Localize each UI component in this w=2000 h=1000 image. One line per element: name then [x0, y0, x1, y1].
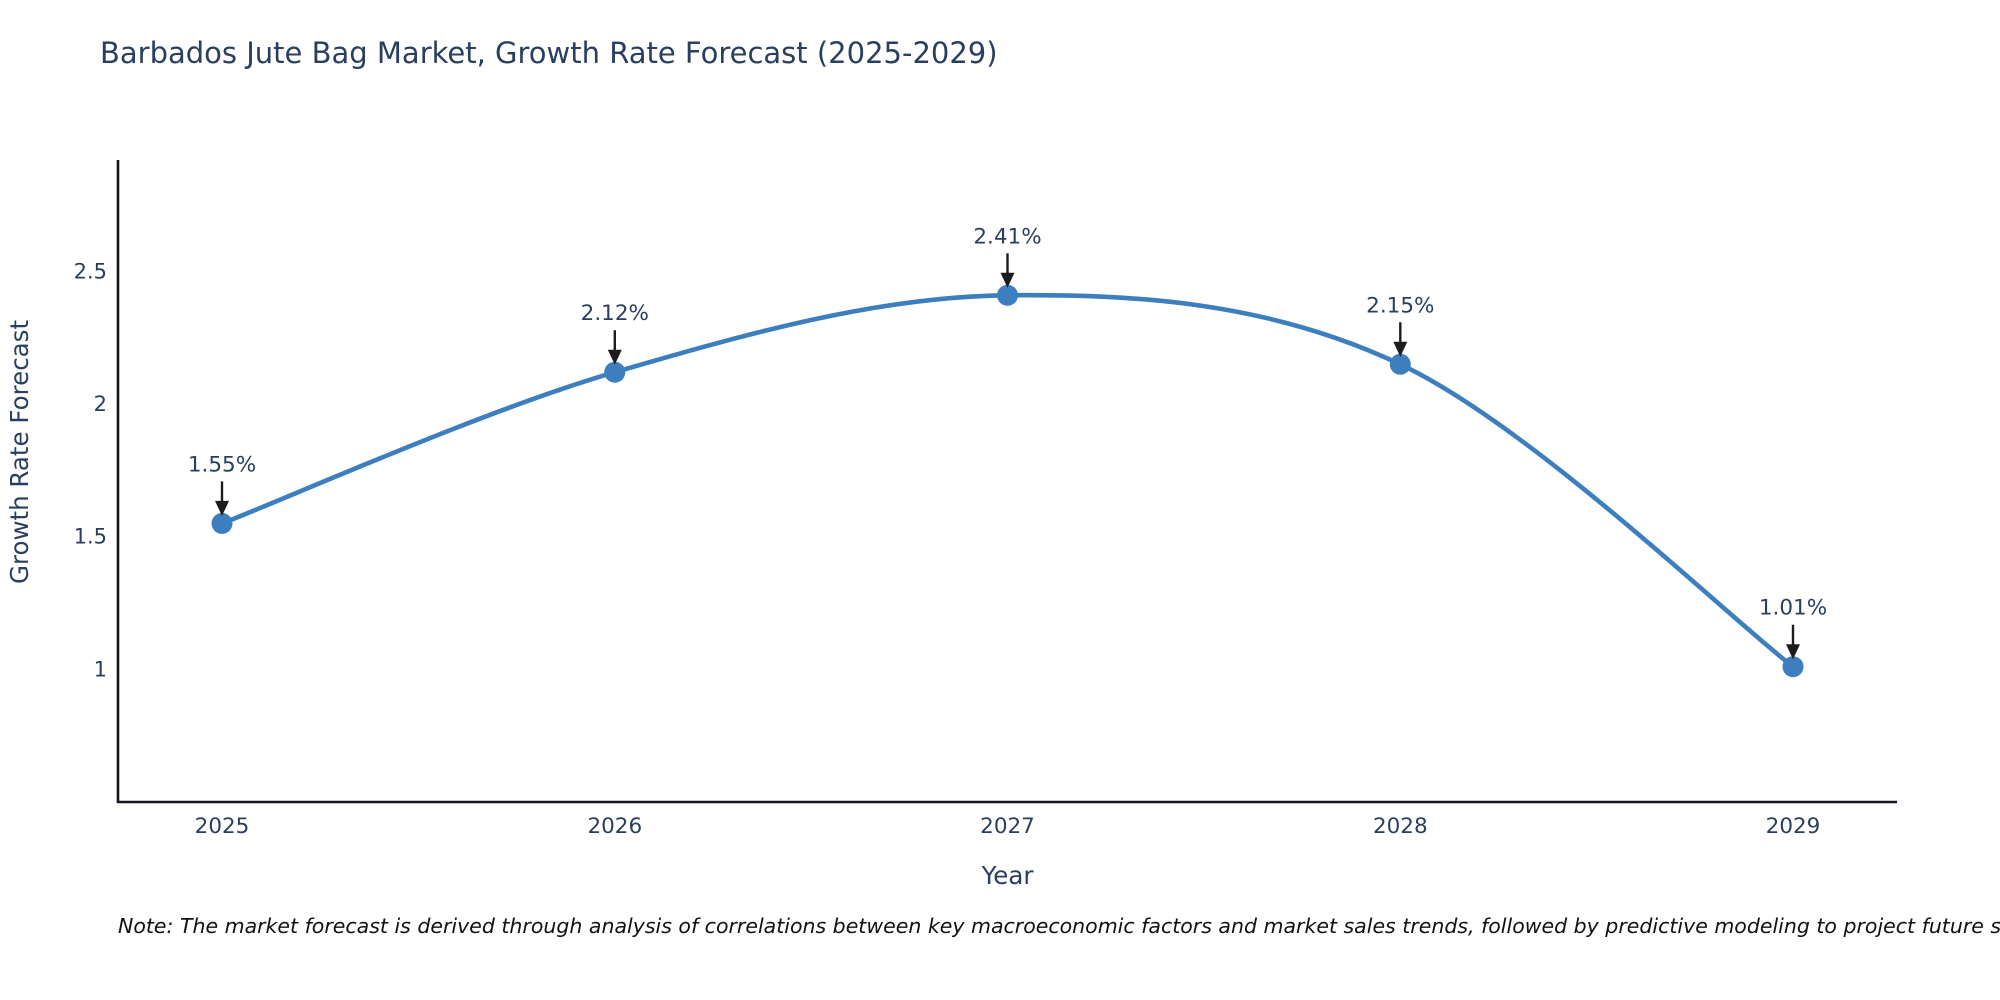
x-tick-label: 2027	[980, 814, 1035, 839]
y-tick-label: 2.5	[74, 259, 107, 283]
annotation-arrow-head	[215, 500, 229, 516]
x-axis-title: Year	[981, 861, 1035, 890]
annotation-arrow-head	[1393, 341, 1408, 357]
footnote: Note: The market forecast is derived thr…	[118, 914, 2000, 938]
annotation-arrow-head	[1786, 644, 1800, 660]
trend-line	[219, 292, 1796, 669]
data-point	[997, 284, 1018, 306]
x-tick-label: 2026	[587, 814, 642, 839]
x-tick-label: 2025	[195, 814, 250, 839]
axis-lines	[116, 160, 1897, 804]
x-tick-label: 2029	[1766, 814, 1821, 839]
data-point	[1389, 353, 1411, 375]
y-tick-label: 1	[94, 657, 107, 681]
y-axis-title: Growth Rate Forecast	[5, 320, 34, 584]
data-point-label: 2.15%	[1366, 293, 1434, 318]
data-point	[211, 512, 233, 534]
x-tick-label: 2028	[1373, 814, 1428, 839]
annotation-arrow-head	[1000, 272, 1015, 288]
data-point-label: 1.01%	[1759, 596, 1827, 621]
data-point	[1782, 656, 1804, 678]
data-point-label: 2.41%	[973, 224, 1041, 249]
data-point-label: 1.55%	[188, 452, 256, 477]
data-point	[604, 361, 626, 383]
chart-title: Barbados Jute Bag Market, Growth Rate Fo…	[100, 36, 998, 70]
data-point-label: 2.12%	[581, 301, 649, 326]
annotation-arrow-head	[607, 349, 622, 365]
y-tick-label: 2	[94, 392, 107, 416]
y-tick-label: 1.5	[74, 525, 107, 549]
